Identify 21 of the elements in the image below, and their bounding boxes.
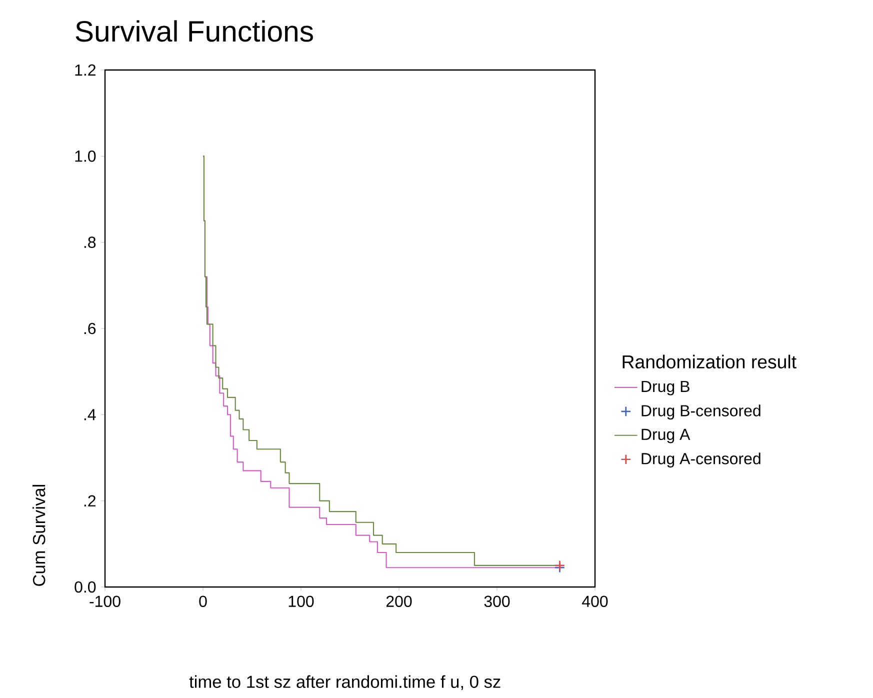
- x-tick-label: 0: [199, 596, 207, 608]
- legend-label: Drug B: [642, 380, 690, 396]
- x-tick-label: 400: [582, 596, 608, 608]
- y-tick-label: .2: [84, 495, 96, 506]
- legend-label: Drug A-censored: [642, 452, 760, 468]
- y-tick-label: 0.0: [74, 581, 96, 593]
- x-axis-title: time to 1st sz after randomi.time f u, 0 sz: [189, 675, 500, 690]
- y-tick-label: 1.0: [75, 150, 96, 162]
- legend-label: Drug A: [642, 428, 690, 444]
- chart-title: Survival Functions: [76, 20, 313, 42]
- y-axis-title: Cum Survival: [32, 484, 46, 586]
- y-tick-label: .6: [84, 322, 96, 334]
- legend-label: Drug B-censored: [642, 404, 760, 420]
- y-tick-label: .8: [84, 236, 96, 248]
- y-tick-label: 1.2: [75, 64, 96, 76]
- x-tick-label: 100: [288, 596, 314, 608]
- x-tick-label: -100: [90, 596, 120, 608]
- legend-title: Randomization result: [622, 354, 796, 368]
- x-tick-label: 200: [386, 596, 412, 608]
- y-tick-label: .4: [84, 409, 96, 420]
- x-tick-label: 300: [484, 596, 510, 608]
